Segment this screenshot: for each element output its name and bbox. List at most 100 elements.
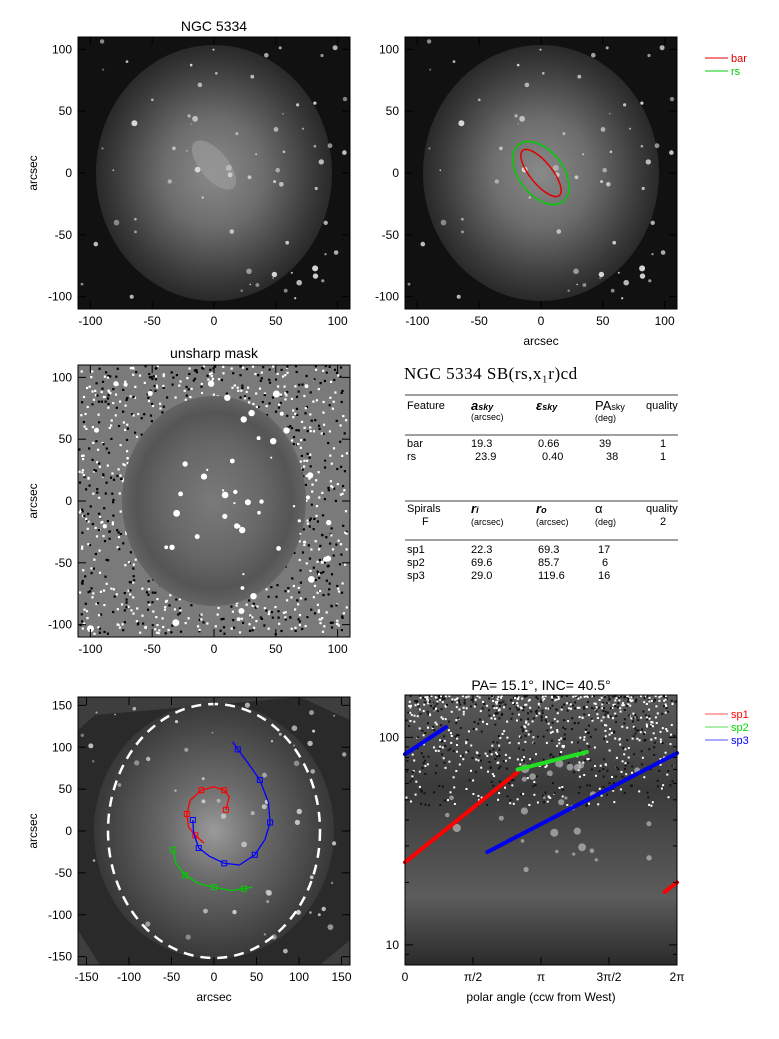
noise-pixel [626,696,629,699]
table-cell: bar [407,438,423,450]
noise-pixel [665,707,668,709]
noise-pixel [340,465,343,468]
noise-pixel [200,618,203,621]
noise-pixel [449,747,452,750]
noise-pixel [637,719,640,722]
noise-pixel [557,697,560,700]
noise-pixel [286,365,289,368]
noise-pixel [661,787,663,790]
noise-pixel [292,443,295,446]
noise-pixel [433,746,435,749]
star [93,241,99,247]
noise-pixel [295,429,298,432]
star [221,491,229,499]
noise-pixel [510,779,513,782]
noise-pixel [641,756,644,759]
noise-pixel [440,708,443,711]
noise-pixel [339,366,343,369]
noise-pixel [480,730,483,733]
noise-pixel [119,474,122,477]
noise-pixel [214,365,217,368]
noise-pixel [653,746,656,749]
noise-pixel [517,742,520,745]
noise-pixel [498,755,501,758]
noise-pixel [406,770,408,773]
noise-pixel [624,764,627,767]
fit-line-sp1 [403,770,520,865]
noise-pixel [615,715,618,717]
noise-pixel [83,425,86,428]
star [426,39,432,44]
noise-pixel [325,536,328,539]
noise-pixel [265,588,268,591]
noise-pixel [456,701,459,704]
noise-pixel [577,697,580,700]
noise-pixel [303,394,306,398]
noise-pixel [630,696,633,699]
y-tick-label: 0 [65,166,72,180]
noise-pixel [570,707,572,710]
noise-pixel [663,695,665,698]
noise-pixel [621,760,624,763]
noise-pixel [141,587,144,590]
noise-pixel [604,763,607,766]
star [312,729,316,733]
noise-pixel [500,713,503,716]
noise-pixel [434,707,437,710]
noise-pixel [479,759,482,762]
star [645,159,651,165]
noise-pixel [417,703,419,706]
noise-pixel [315,514,318,517]
noise-pixel [129,551,132,554]
star [290,271,293,274]
noise-pixel [274,606,277,609]
noise-pixel [149,414,153,417]
noise-pixel [292,584,295,588]
star [192,115,199,122]
x-tick-label: 100 [655,314,675,328]
noise-pixel [654,698,656,701]
noise-pixel [620,770,623,773]
noise-pixel [643,776,646,779]
table-cell: 22.3 [471,544,493,556]
noise-pixel [571,728,574,731]
noise-pixel [230,605,233,608]
noise-pixel [524,740,527,743]
noise-pixel [549,707,552,710]
noise-pixel [652,732,655,735]
noise-pixel [523,695,526,698]
noise-pixel [449,791,452,794]
noise-pixel [429,714,432,717]
noise-pixel [88,385,91,388]
noise-pixel [96,394,99,397]
noise-pixel [577,741,579,744]
noise-pixel [97,400,101,403]
noise-pixel [440,724,443,727]
noise-pixel [627,747,630,749]
noise-pixel [119,444,122,447]
star [612,240,616,245]
noise-pixel [293,551,296,554]
star [172,619,180,627]
noise-pixel [122,463,125,466]
noise-pixel [286,390,289,394]
star [87,625,94,633]
noise-pixel [184,622,187,625]
noise-pixel [644,738,647,741]
noise-pixel [627,703,630,706]
star [308,576,315,583]
noise-pixel [536,735,539,738]
star [112,169,115,171]
noise-pixel [343,432,346,435]
noise-pixel [431,727,434,729]
noise-pixel [132,414,135,417]
noise-pixel [243,395,247,398]
noise-pixel [177,613,180,616]
noise-pixel [341,582,344,585]
noise-pixel [535,775,538,778]
noise-pixel [330,527,333,530]
star [669,150,674,155]
noise-pixel [451,700,454,703]
noise-pixel [112,514,115,517]
star [600,126,606,132]
